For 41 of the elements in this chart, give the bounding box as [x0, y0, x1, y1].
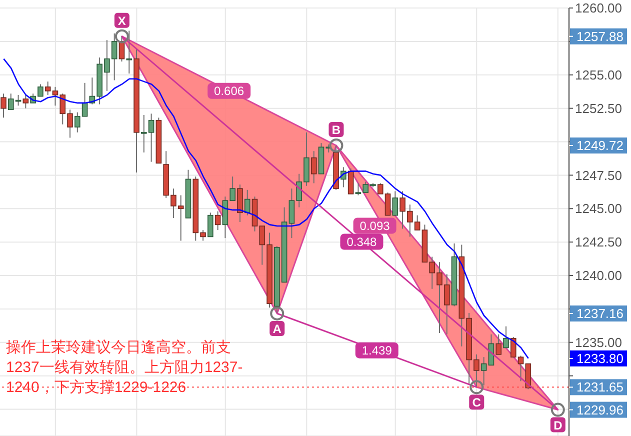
y-tick-label: 1245.00	[575, 201, 622, 216]
annotation: X	[118, 14, 126, 28]
y-tick-label: 1240.00	[575, 268, 622, 284]
candlestick	[310, 150, 317, 184]
annotation: D	[554, 418, 563, 432]
y-tick-label: 1255.00	[575, 67, 622, 82]
point	[270, 306, 284, 320]
candlestick	[44, 81, 51, 96]
series-label: 0.348	[346, 234, 378, 249]
point	[114, 29, 129, 44]
line-series	[3, 58, 530, 360]
y2-tick-label: 1249.72	[576, 138, 624, 153]
candlestick	[22, 94, 29, 109]
series-label: 1.439	[362, 344, 392, 358]
point	[329, 138, 344, 152]
annotation: C	[472, 396, 482, 410]
y2-tick-label: 1257.88	[576, 28, 624, 44]
candlestick	[392, 190, 398, 216]
series-label: 0.093	[360, 218, 390, 233]
candlestick	[348, 168, 354, 194]
y2-tick-label: 1231.65	[576, 380, 624, 395]
annotation: 操作上茉玲建议今日逢高空。前支1237一线有效转阻。上方阻力1237-1240，下方支撑1229-1226	[6, 338, 244, 398]
y-tick-label: 1247.50	[575, 168, 622, 183]
point	[550, 402, 565, 417]
y-tick-label: 1242.50	[575, 234, 622, 250]
candlestick	[208, 212, 214, 238]
y-tick-label: 1235.00	[575, 334, 622, 350]
candlestick	[214, 210, 221, 231]
y-tick-label: 1260.00	[575, 0, 622, 16]
candlestick	[503, 326, 509, 348]
annotation: B	[332, 122, 341, 137]
candlestick	[496, 334, 502, 355]
series-label: 0.606	[214, 84, 244, 98]
y2-tick-label: 1233.80	[576, 350, 624, 366]
y2-tick-label: 1237.16	[576, 306, 624, 321]
point	[470, 380, 484, 394]
candlestick	[244, 189, 250, 216]
annotation: A	[272, 322, 282, 336]
candlestick	[0, 93, 6, 118]
y2-tick-label: 1229.96	[576, 402, 624, 418]
y-tick-label: 1252.50	[575, 100, 622, 116]
